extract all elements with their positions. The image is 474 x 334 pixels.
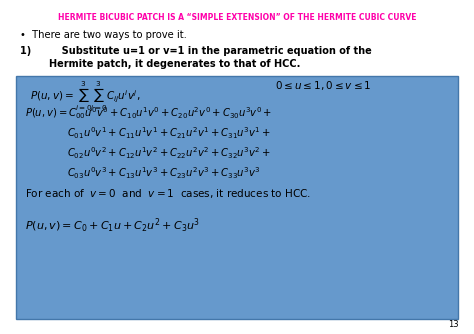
Text: 13: 13 <box>448 320 458 329</box>
Text: $P(u,v) = C_{00}u^0v^0 + C_{10}u^1v^0 + C_{20}u^2v^0 + C_{30}u^3v^0 +$: $P(u,v) = C_{00}u^0v^0 + C_{10}u^1v^0 + … <box>25 106 272 121</box>
Text: $C_{03}u^0v^3 + C_{13}u^1v^3 + C_{23}u^2v^3 + C_{33}u^3v^3$: $C_{03}u^0v^3 + C_{13}u^1v^3 + C_{23}u^2… <box>67 165 261 181</box>
Text: $P(u,v) = \sum_{i=0}^{3}\sum_{j=0}^{3}C_{ij}u^iv^j,$: $P(u,v) = \sum_{i=0}^{3}\sum_{j=0}^{3}C_… <box>30 79 140 113</box>
Text: For each of  $v = 0$  and  $v = 1$  cases, it reduces to HCC.: For each of $v = 0$ and $v = 1$ cases, i… <box>25 187 311 200</box>
Text: 1)         Substitute u=1 or v=1 in the parametric equation of the: 1) Substitute u=1 or v=1 in the parametr… <box>20 46 372 56</box>
Text: $P(u,v) = C_0 + C_1u + C_2u^2 + C_3u^3$: $P(u,v) = C_0 + C_1u + C_2u^2 + C_3u^3$ <box>25 217 200 235</box>
Text: •  There are two ways to prove it.: • There are two ways to prove it. <box>20 29 187 39</box>
FancyBboxPatch shape <box>16 76 458 319</box>
Text: $C_{02}u^0v^2 + C_{12}u^1v^2 + C_{22}u^2v^2 + C_{32}u^3v^2 +$: $C_{02}u^0v^2 + C_{12}u^1v^2 + C_{22}u^2… <box>67 146 271 161</box>
Text: $C_{01}u^0v^1 + C_{11}u^1v^1 + C_{21}u^2v^1 + C_{31}u^3v^1 +$: $C_{01}u^0v^1 + C_{11}u^1v^1 + C_{21}u^2… <box>67 126 271 141</box>
Text: $0 \leq u \leq 1, 0 \leq v \leq 1$: $0 \leq u \leq 1, 0 \leq v \leq 1$ <box>275 79 371 92</box>
Text: HERMITE BICUBIC PATCH IS A “SIMPLE EXTENSION” OF THE HERMITE CUBIC CURVE: HERMITE BICUBIC PATCH IS A “SIMPLE EXTEN… <box>58 13 416 22</box>
Text: Hermite patch, it degenerates to that of HCC.: Hermite patch, it degenerates to that of… <box>48 59 300 69</box>
